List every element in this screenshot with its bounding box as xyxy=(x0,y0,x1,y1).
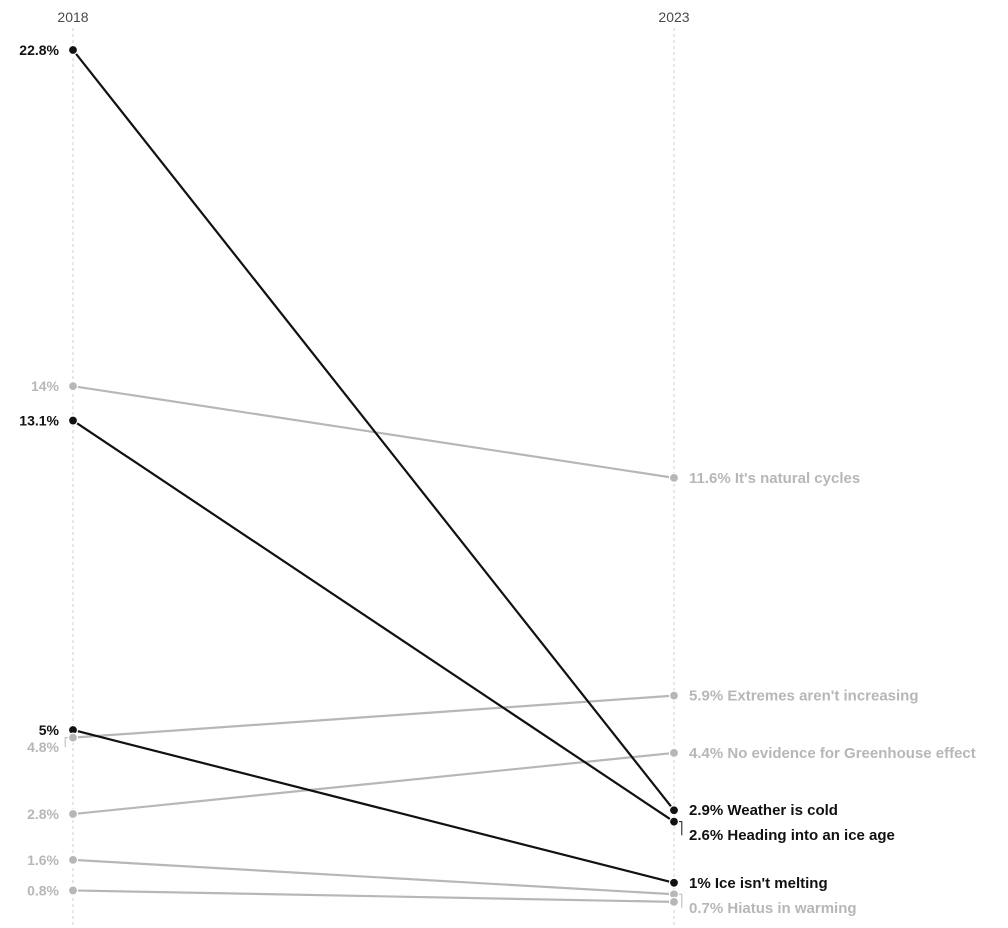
label-2023-extremes-aren-t-increasing: 5.9% Extremes aren't increasing xyxy=(689,688,919,705)
point-extremes-aren-t-increasing-2023 xyxy=(668,690,680,701)
point-extremes-aren-t-increasing-2018 xyxy=(67,732,79,743)
label-2023-it-s-natural-cycles: 11.6% It's natural cycles xyxy=(689,470,860,487)
point-series-7-2023 xyxy=(668,896,680,907)
point-hiatus-in-warming-2018 xyxy=(67,854,79,865)
series-line-series-7 xyxy=(71,889,676,903)
label-2018-weather-is-cold: 22.8% xyxy=(19,42,59,58)
point-series-7-2018 xyxy=(67,885,79,896)
label-2023-hiatus-in-warming: 0.7% Hiatus in warming xyxy=(689,900,857,917)
label-2023-weather-is-cold: 2.9% Weather is cold xyxy=(689,802,838,819)
series-line-weather-is-cold xyxy=(71,48,676,812)
label-2018-series-7: 0.8% xyxy=(27,882,59,898)
label-connectors xyxy=(64,737,683,908)
data-points xyxy=(67,44,680,907)
point-no-evidence-for-greenhouse-effect-2023 xyxy=(668,747,680,759)
point-weather-is-cold-2018 xyxy=(67,44,79,56)
label-2018-hiatus-in-warming: 1.6% xyxy=(27,852,59,868)
label-2018-heading-into-an-ice-age: 13.1% xyxy=(19,413,59,429)
series-line-heading-into-an-ice-age xyxy=(71,419,676,823)
x-tick-label-2023: 2023 xyxy=(658,9,689,25)
point-heading-into-an-ice-age-2023 xyxy=(668,816,680,827)
data-labels: 22.8% 14% 13.1% 5%4.8% 2.8% 1.6% 0.8% 11.6% It'… xyxy=(19,42,975,917)
point-ice-isn-t-melting-2023 xyxy=(668,877,680,888)
point-it-s-natural-cycles-2023 xyxy=(668,472,680,483)
x-tick-label-2018: 2018 xyxy=(57,9,88,25)
point-no-evidence-for-greenhouse-effect-2018 xyxy=(67,808,79,820)
label-2018-it-s-natural-cycles: 14% xyxy=(31,378,60,394)
label-2023-ice-isn-t-melting: 1% Ice isn't melting xyxy=(689,875,828,892)
label-2018-no-evidence-for-greenhouse-effect: 2.8% xyxy=(27,806,59,822)
series-line-hiatus-in-warming xyxy=(71,858,676,896)
point-weather-is-cold-2023 xyxy=(668,805,680,816)
point-heading-into-an-ice-age-2018 xyxy=(67,415,79,426)
series-line-it-s-natural-cycles xyxy=(71,385,676,479)
label-2018-ice-isn-t-melting: 5% xyxy=(39,722,60,738)
label-2023-heading-into-an-ice-age: 2.6% Heading into an ice age xyxy=(689,827,895,844)
series-line-no-evidence-for-greenhouse-effect xyxy=(71,751,676,816)
series-lines-muted xyxy=(71,385,676,903)
point-it-s-natural-cycles-2018 xyxy=(67,381,79,392)
label-2023-no-evidence-for-greenhouse-effect: 4.4% No evidence for Greenhouse effect xyxy=(689,745,976,762)
label-2018-extremes-aren-t-increasing: 4.8% xyxy=(27,739,59,755)
series-line-ice-isn-t-melting xyxy=(71,728,676,884)
series-line-extremes-aren-t-increasing xyxy=(71,694,676,739)
series-lines-highlight xyxy=(71,48,676,884)
